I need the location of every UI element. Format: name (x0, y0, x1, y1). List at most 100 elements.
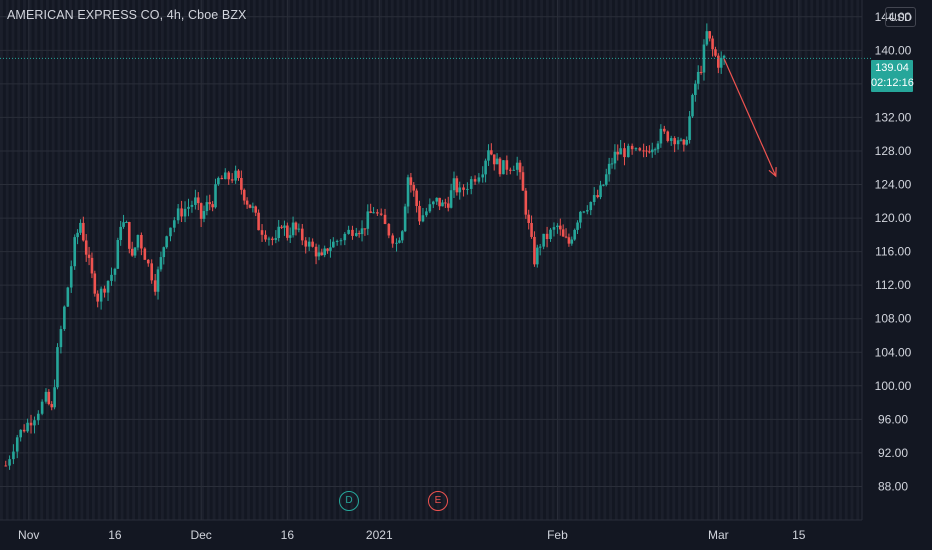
candle-down (717, 55, 720, 68)
y-tick-label: 116.00 (875, 245, 911, 259)
candle-down (180, 208, 183, 217)
candle-down (320, 252, 324, 256)
session-band (551, 0, 555, 520)
candle-down (455, 178, 459, 193)
candle-up (187, 206, 190, 209)
session-band (436, 0, 440, 520)
candle-up (610, 163, 614, 165)
session-band (224, 0, 227, 520)
session-band (379, 0, 383, 520)
overlay (0, 57, 872, 178)
session-band (476, 0, 480, 520)
session-band (471, 0, 475, 520)
candle-up (165, 236, 168, 248)
session-band (534, 0, 538, 520)
candle-down (673, 138, 676, 145)
session-band (597, 0, 601, 520)
session-band (810, 0, 814, 520)
candle-up (56, 347, 59, 388)
x-tick-label: Feb (547, 528, 568, 542)
candle-down (227, 172, 231, 180)
candle-down (490, 150, 493, 155)
session-band (86, 0, 90, 520)
x-tick-label: 15 (792, 528, 806, 542)
candle-down (220, 177, 224, 180)
session-band (781, 0, 785, 520)
session-band (557, 0, 561, 520)
candle-down (559, 225, 562, 230)
candle-up (366, 211, 370, 229)
session-band (844, 0, 848, 520)
candle-up (556, 225, 559, 228)
candle-down (314, 246, 318, 257)
candle-up (536, 247, 539, 265)
candle-down (533, 236, 536, 265)
candle-down (418, 205, 421, 222)
candle-down (280, 226, 283, 228)
y-tick-label: 112.00 (875, 278, 911, 292)
candle-up (66, 287, 70, 307)
candle-down (444, 202, 447, 204)
candle-up (688, 116, 691, 140)
candle-down (711, 38, 714, 50)
candle-up (573, 229, 576, 240)
candle-down (87, 254, 91, 258)
session-band (442, 0, 446, 520)
session-band (499, 0, 503, 520)
candle-up (288, 235, 292, 238)
session-band (80, 0, 84, 520)
session-band (275, 0, 279, 520)
session-band (522, 0, 526, 520)
session-band (735, 0, 739, 520)
session-band (270, 0, 273, 520)
x-tick-label: Dec (190, 528, 211, 542)
session-band (821, 0, 825, 520)
candle-up (395, 242, 398, 244)
session-band (321, 0, 325, 520)
session-band (63, 0, 67, 520)
candle-up (599, 185, 602, 198)
candle-down (415, 190, 418, 206)
candle-down (638, 148, 642, 151)
session-band (281, 0, 285, 520)
currency-button[interactable]: USD (885, 7, 916, 27)
session-band (189, 0, 193, 520)
session-band (350, 0, 354, 520)
y-tick-label: 88.00 (878, 479, 908, 493)
session-band (666, 0, 670, 520)
candle-down (211, 204, 214, 208)
candle-down (254, 206, 258, 213)
candle-up (277, 226, 281, 239)
candle-down (248, 204, 252, 208)
session-band (408, 0, 411, 520)
candle-up (339, 240, 343, 242)
candle-down (150, 263, 154, 281)
earnings-marker[interactable]: E (428, 491, 448, 511)
session-band (660, 0, 664, 520)
y-tick-label: 92.00 (878, 446, 908, 460)
dividend-marker[interactable]: D (339, 491, 359, 511)
session-band (425, 0, 429, 520)
session-band (28, 0, 32, 520)
session-band (74, 0, 78, 520)
session-band (327, 0, 331, 520)
session-band (367, 0, 371, 520)
session-band (620, 0, 624, 520)
session-band (482, 0, 486, 520)
y-tick-label: 140.00 (875, 43, 912, 57)
candle-down (300, 228, 304, 241)
candle-up (274, 238, 278, 240)
candle-up (251, 206, 255, 208)
candle-down (530, 222, 533, 237)
candle-up (136, 234, 140, 248)
candle-up (12, 451, 15, 460)
candle-up (691, 95, 694, 117)
session-band (178, 0, 182, 520)
session-band (505, 0, 509, 520)
x-tick-label: Mar (708, 528, 729, 542)
candle-up (705, 31, 709, 45)
session-band (252, 0, 256, 520)
candle-down (524, 190, 528, 215)
